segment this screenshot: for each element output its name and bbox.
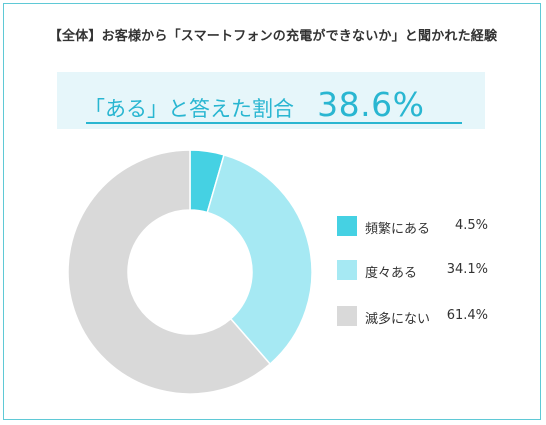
legend-value: 4.5% <box>454 218 488 233</box>
legend-label: 度々ある <box>365 266 418 281</box>
banner-label: 「ある」と答えた割合 <box>84 97 294 121</box>
legend-swatch <box>337 306 357 326</box>
legend-label: 頻繁にある <box>365 222 431 237</box>
legend-value: 61.4% <box>446 308 488 323</box>
legend-swatch <box>337 216 357 236</box>
banner-value: 38.6% <box>317 85 425 124</box>
highlight-banner: 「ある」と答えた割合 38.6% <box>57 72 485 129</box>
legend-label: 滅多にない <box>365 312 431 327</box>
donut-slice-rarely <box>67 149 272 395</box>
chart-frame <box>3 3 541 420</box>
legend-swatch <box>337 260 357 280</box>
donut-slice-often <box>206 153 313 366</box>
chart-title: 【全体】お客様から「スマートフォンの充電ができないか」と聞かれた経験 <box>48 29 498 44</box>
legend-value: 34.1% <box>446 262 488 277</box>
banner-underline <box>86 122 462 124</box>
